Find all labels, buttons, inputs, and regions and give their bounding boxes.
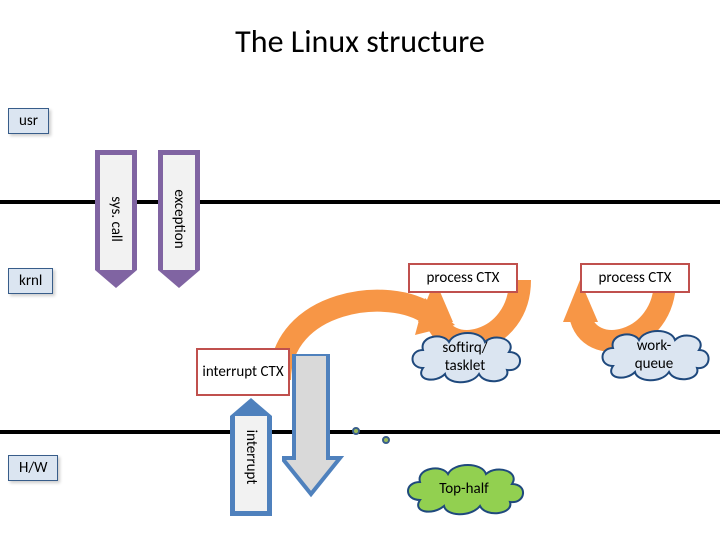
layer-usr: usr <box>8 108 49 134</box>
exception-arrow: exception <box>158 150 200 288</box>
tophalf-label: Top-half <box>439 480 488 498</box>
layer-hw: H/W <box>8 455 58 481</box>
process-ctx-1: process CTX <box>408 263 518 293</box>
process-ctx-2: process CTX <box>580 263 690 293</box>
exception-label: exception <box>170 189 188 248</box>
workqueue-label: work-queue <box>619 337 689 373</box>
interrupt-label: interrupt <box>242 430 260 485</box>
softirq-cloud: softirq/ tasklet <box>405 328 525 386</box>
interrupt-arrow: interrupt <box>230 398 272 516</box>
syscall-arrow: sys. call <box>95 150 137 288</box>
interrupt-ctx: interrupt CTX <box>196 348 290 396</box>
workqueue-cloud: work-queue <box>595 324 713 386</box>
syscall-label: sys. call <box>107 196 125 242</box>
dot-2 <box>382 436 390 444</box>
page-title: The Linux structure <box>0 22 720 61</box>
softirq-label: softirq/ tasklet <box>425 339 505 375</box>
big-down-arrow <box>282 354 352 504</box>
divider-krnl-hw <box>0 430 720 434</box>
layer-krnl: krnl <box>8 268 53 294</box>
tophalf-cloud: Top-half <box>400 460 528 518</box>
dot-1 <box>352 427 360 435</box>
